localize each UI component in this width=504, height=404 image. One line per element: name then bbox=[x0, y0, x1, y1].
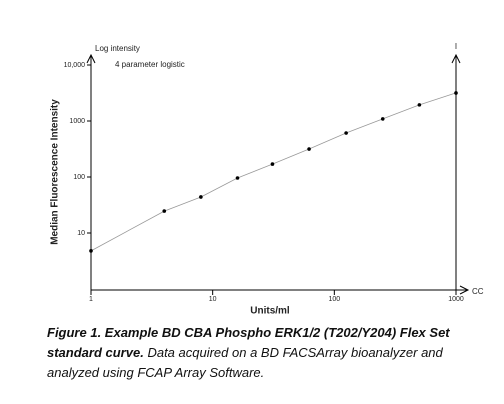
y-axis-note: Log intensity bbox=[95, 44, 140, 53]
x-tick-label: 10 bbox=[209, 296, 217, 303]
x-tick-label: 100 bbox=[328, 296, 340, 303]
x-arrow bbox=[459, 285, 470, 295]
point bbox=[380, 117, 385, 121]
annotation: 4 parameter logistic bbox=[115, 60, 185, 69]
y-tick-label: 10,000 bbox=[64, 62, 86, 69]
point bbox=[307, 147, 311, 151]
point bbox=[199, 195, 203, 199]
y-tick-label: 10 bbox=[77, 230, 85, 237]
point bbox=[270, 162, 275, 166]
point bbox=[162, 209, 167, 213]
x-end-label: CC bbox=[472, 287, 484, 296]
point bbox=[344, 131, 348, 135]
point bbox=[454, 91, 458, 95]
x-tick-label: 1 bbox=[89, 296, 93, 303]
y-tick-label: 100 bbox=[73, 174, 85, 181]
caption-title: Figure 1. Example BD CBA Phospho ERK1/2 … bbox=[47, 325, 450, 360]
fit-curve bbox=[90, 92, 457, 252]
right-axis-label: I bbox=[455, 42, 457, 51]
point bbox=[417, 103, 422, 107]
x-tick-label: 1000 bbox=[448, 296, 464, 303]
caption: Figure 1. Example BD CBA Phospho ERK1/2 … bbox=[47, 323, 452, 383]
point bbox=[89, 249, 93, 253]
y-axis-title: Median Fluorescence Intensity bbox=[50, 99, 61, 245]
chart: I CC Log intensity 4 parameter logistic … bbox=[50, 42, 484, 317]
right-arrow bbox=[451, 53, 461, 64]
y-arrow bbox=[86, 53, 96, 64]
y-tick-label: 1000 bbox=[69, 118, 85, 125]
point bbox=[235, 176, 240, 180]
x-axis-title: Units/ml bbox=[250, 306, 290, 317]
caption-text: Data acquired on a BD FACSArray bioanaly… bbox=[47, 345, 443, 380]
